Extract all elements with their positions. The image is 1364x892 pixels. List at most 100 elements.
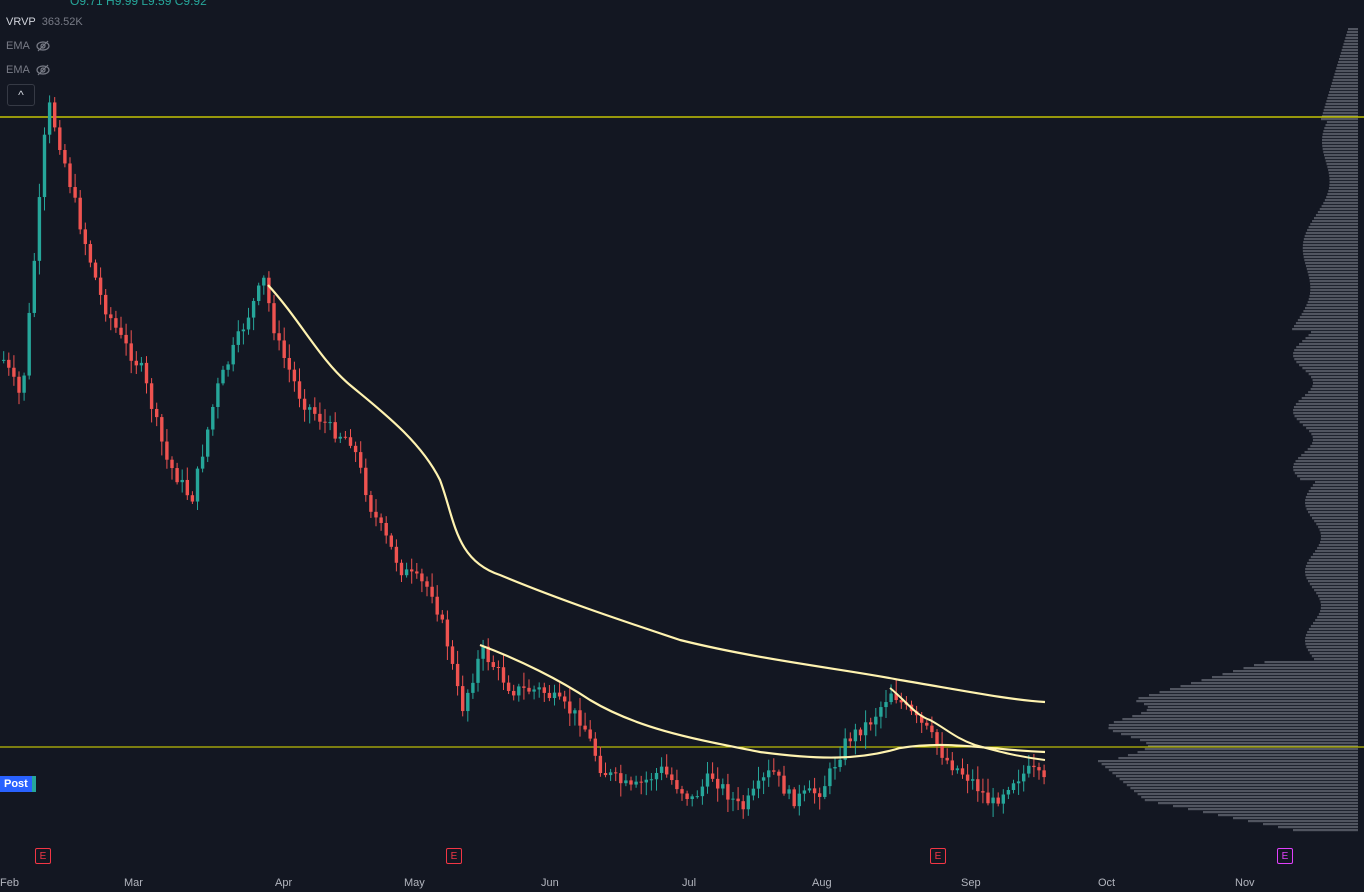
legend-row-vrvp[interactable]: VRVP 363.52K bbox=[6, 10, 83, 34]
candle-body bbox=[221, 369, 225, 384]
volume-profile-bar bbox=[1312, 379, 1358, 382]
volume-profile-bar bbox=[1317, 547, 1358, 550]
volume-profile-bar bbox=[1138, 697, 1358, 700]
candle-body bbox=[328, 422, 332, 424]
indicator-legend: VRVP 363.52K EMA EMA bbox=[6, 10, 83, 82]
volume-profile-bar bbox=[1305, 571, 1358, 574]
candle-body bbox=[399, 562, 404, 576]
volume-profile-bar bbox=[1309, 292, 1358, 295]
volume-profile-bar bbox=[1278, 826, 1358, 829]
candle-body bbox=[302, 398, 307, 410]
candle-body bbox=[950, 760, 954, 771]
volume-profile-bar bbox=[1307, 631, 1358, 634]
volume-profile-bar bbox=[1304, 451, 1358, 454]
volume-profile-bar bbox=[1328, 172, 1358, 175]
volume-profile-bar bbox=[1307, 649, 1358, 652]
candle-body bbox=[925, 722, 929, 726]
vrvp-name: VRVP bbox=[6, 16, 36, 28]
volume-profile-bar bbox=[1312, 553, 1358, 556]
candle-body bbox=[83, 229, 87, 245]
candle-body bbox=[894, 693, 898, 701]
candle-body bbox=[593, 738, 597, 756]
volume-profile-bar bbox=[1311, 586, 1358, 589]
candle-body bbox=[491, 662, 495, 668]
volume-profile-bar bbox=[1312, 220, 1358, 223]
volume-profile-bar bbox=[1130, 787, 1358, 790]
volume-profile-bar bbox=[1308, 274, 1358, 277]
earnings-badge-nov[interactable]: E bbox=[1277, 848, 1293, 864]
volume-profile-bar bbox=[1328, 94, 1358, 97]
volume-profile-bar bbox=[1310, 289, 1358, 292]
candle-body bbox=[124, 334, 128, 344]
candle-body bbox=[537, 687, 541, 690]
volume-profile-bar bbox=[1158, 802, 1358, 805]
volume-profile-bar bbox=[1310, 223, 1358, 226]
candle-body bbox=[231, 344, 235, 365]
volume-profile-bar bbox=[1294, 358, 1358, 361]
earnings-badge-feb[interactable]: E bbox=[35, 848, 51, 864]
volume-profile-bar bbox=[1295, 403, 1358, 406]
candle-body bbox=[104, 294, 108, 315]
volume-profile-bar bbox=[1307, 301, 1358, 304]
candle-body bbox=[27, 312, 31, 376]
volume-profile-bar bbox=[1310, 625, 1358, 628]
x-tick-label: Nov bbox=[1235, 877, 1255, 889]
volume-profile-bar bbox=[1307, 493, 1358, 496]
eye-hidden-icon[interactable] bbox=[36, 39, 50, 53]
candle-body bbox=[767, 770, 771, 778]
x-tick-label: Aug bbox=[812, 877, 832, 889]
volume-profile-bar bbox=[1309, 583, 1358, 586]
volume-profile-bar bbox=[1108, 724, 1358, 727]
volume-profile-bar bbox=[1173, 805, 1358, 808]
candle-body bbox=[853, 729, 858, 742]
eye-hidden-icon[interactable] bbox=[36, 63, 50, 77]
candle-body bbox=[139, 362, 144, 366]
volume-profile-bar bbox=[1101, 763, 1358, 766]
candle-body bbox=[614, 772, 618, 774]
volume-profile-bar bbox=[1112, 772, 1358, 775]
volume-profile-bar bbox=[1306, 268, 1358, 271]
volume-profile-bar bbox=[1121, 733, 1358, 736]
volume-profile-bar bbox=[1293, 352, 1358, 355]
volume-profile-bar bbox=[1305, 574, 1358, 577]
candle-body bbox=[78, 197, 82, 230]
legend-row-ema-2[interactable]: EMA bbox=[6, 58, 83, 82]
candle-body bbox=[389, 535, 393, 547]
earnings-badge-aug[interactable]: E bbox=[930, 848, 946, 864]
volume-profile-bar bbox=[1293, 325, 1358, 328]
candle-body bbox=[588, 729, 592, 739]
volume-profile-bar bbox=[1116, 775, 1358, 778]
volume-profile-bar bbox=[1292, 328, 1358, 331]
volume-profile-bar bbox=[1320, 532, 1358, 535]
candle-body bbox=[22, 375, 26, 393]
volume-profile-bar bbox=[1317, 616, 1358, 619]
volume-profile-bar bbox=[1300, 478, 1358, 481]
candle-body bbox=[710, 773, 715, 779]
volume-profile-bar bbox=[1314, 658, 1358, 661]
volume-profile-bar bbox=[1322, 145, 1358, 148]
volume-profile-bar bbox=[1323, 151, 1358, 154]
candle-body bbox=[190, 495, 195, 502]
candle-body bbox=[282, 340, 286, 358]
candle-body bbox=[180, 479, 184, 483]
legend-row-ema-1[interactable]: EMA bbox=[6, 34, 83, 58]
volume-profile-bar bbox=[1305, 496, 1358, 499]
volume-profile-bar bbox=[1344, 40, 1358, 43]
candle-body bbox=[455, 663, 460, 687]
volume-profile-bar bbox=[1309, 514, 1358, 517]
collapse-legend-button[interactable]: ^ bbox=[7, 84, 35, 106]
volume-profile-bar bbox=[1324, 106, 1358, 109]
volume-profile-bar bbox=[1322, 148, 1358, 151]
volume-profile-bar bbox=[1312, 385, 1358, 388]
volume-profile-bar bbox=[1305, 307, 1358, 310]
vrvp-value: 363.52K bbox=[41, 16, 83, 28]
candle-body bbox=[690, 796, 694, 799]
volume-profile-bar bbox=[1321, 118, 1358, 121]
candle-body bbox=[251, 300, 256, 318]
earnings-badge-may[interactable]: E bbox=[446, 848, 462, 864]
volume-profile-bar bbox=[1339, 58, 1358, 61]
volume-profile-bar bbox=[1191, 682, 1358, 685]
candle-body bbox=[976, 779, 980, 792]
volume-profile-bar bbox=[1141, 796, 1358, 799]
